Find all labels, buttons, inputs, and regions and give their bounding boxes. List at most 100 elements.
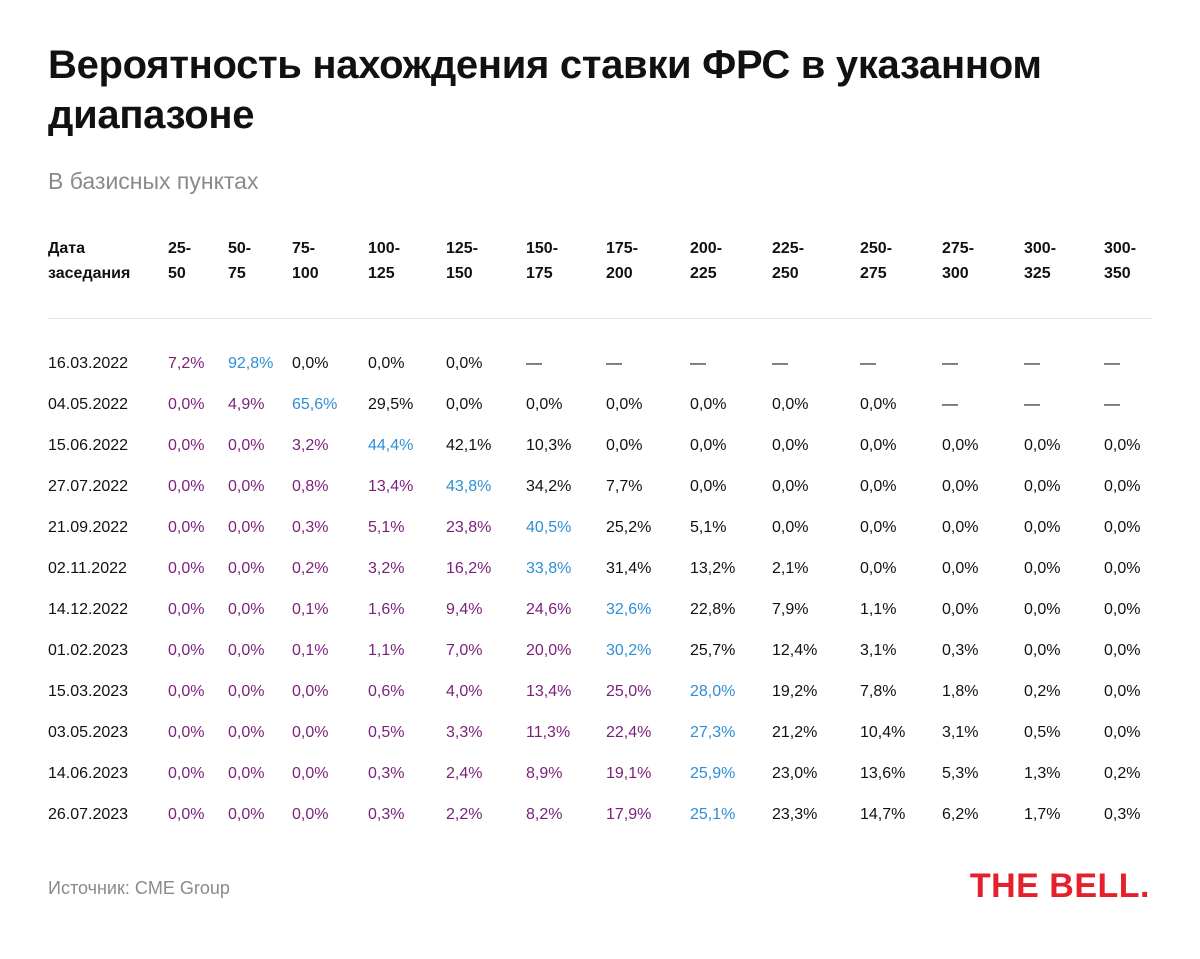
probability-cell: 0,0% (292, 765, 329, 782)
probability-cell: 92,8% (228, 355, 274, 372)
meeting-date-cell: 04.05.2022 (48, 396, 129, 413)
table-row: 14.06.2023 0,0% 0,0% 0,0% 0,3% 2,4% 8,9% 19,1% 2… (48, 753, 1152, 794)
probability-cell: 0,0% (860, 519, 897, 536)
probability-cell: 0,0% (168, 396, 205, 413)
probability-cell: 24,6% (526, 601, 572, 618)
meeting-date-cell: 27.07.2022 (48, 478, 129, 495)
probability-cell: 25,0% (606, 683, 652, 700)
probability-cell: 0,0% (772, 519, 809, 536)
probability-cell: 0,0% (168, 519, 205, 536)
probability-cell: 22,8% (690, 601, 736, 618)
probability-cell: 23,8% (446, 519, 492, 536)
probability-cell: 0,0% (1104, 519, 1141, 536)
probability-cell: — (606, 355, 622, 372)
probability-cell: 0,0% (1104, 560, 1141, 577)
probability-cell: — (942, 355, 958, 372)
probability-cell: 65,6% (292, 396, 338, 413)
meeting-date-cell: 16.03.2022 (48, 355, 129, 372)
probability-cell: 1,3% (1024, 765, 1061, 782)
probability-cell: 2,4% (446, 765, 483, 782)
probability-cell: 28,0% (690, 683, 736, 700)
probability-cell: 0,0% (446, 396, 483, 413)
probability-cell: 42,1% (446, 437, 492, 454)
probability-cell: 25,2% (606, 519, 652, 536)
probability-cell: 0,1% (292, 642, 329, 659)
probability-cell: 23,0% (772, 765, 818, 782)
table-row: 04.05.2022 0,0% 4,9% 65,6% 29,5% 0,0% 0,0% 0,0%… (48, 384, 1152, 425)
probability-cell: 0,0% (168, 560, 205, 577)
source-note: Источник: CME Group (48, 878, 230, 898)
meeting-date-cell: 03.05.2023 (48, 724, 129, 741)
probability-cell: — (772, 355, 788, 372)
probability-cell: 0,0% (168, 478, 205, 495)
probability-cell: 0,0% (1104, 724, 1141, 741)
probability-cell: — (1104, 355, 1120, 372)
probability-cell: 11,3% (526, 724, 571, 741)
probability-cell: 0,0% (228, 601, 265, 618)
meeting-date-cell: 14.06.2023 (48, 765, 129, 782)
probability-cell: 6,2% (942, 806, 979, 823)
table-header-row: Дата заседания 25- 50 50- 75 75- 100 100- 12… (48, 236, 1152, 319)
probability-cell: 0,0% (942, 437, 979, 454)
probability-cell: 0,0% (446, 355, 483, 372)
probability-cell: — (526, 355, 542, 372)
probability-table: Дата заседания 25- 50 50- 75 75- 100 100- 12… (48, 236, 1152, 835)
probability-cell: 7,7% (606, 478, 643, 495)
probability-cell: 5,3% (942, 765, 979, 782)
probability-cell: 0,0% (606, 396, 643, 413)
probability-cell: 16,2% (446, 560, 492, 577)
probability-cell: 31,4% (606, 560, 652, 577)
probability-cell: 0,0% (860, 396, 897, 413)
probability-cell: — (860, 355, 876, 372)
probability-cell: 0,5% (368, 724, 405, 741)
probability-cell: 0,0% (228, 724, 265, 741)
probability-cell: 32,6% (606, 601, 652, 618)
probability-cell: 3,2% (368, 560, 405, 577)
column-header-range: 225- 250 (772, 236, 860, 319)
probability-cell: 0,3% (292, 519, 329, 536)
column-header-range: 275- 300 (942, 236, 1024, 319)
probability-cell: 0,1% (292, 601, 329, 618)
probability-cell: 0,2% (1104, 765, 1141, 782)
probability-cell: 0,3% (1104, 806, 1141, 823)
meeting-date-cell: 21.09.2022 (48, 519, 129, 536)
probability-cell: 0,0% (942, 560, 979, 577)
probability-cell: 0,0% (168, 437, 205, 454)
probability-cell: — (1104, 396, 1120, 413)
probability-cell: 1,7% (1024, 806, 1061, 823)
the-bell-logo: THE BELL. (969, 867, 1150, 905)
probability-cell: 8,2% (526, 806, 563, 823)
probability-cell: 0,3% (942, 642, 979, 659)
meeting-date-cell: 01.02.2023 (48, 642, 129, 659)
table-row: 15.03.2023 0,0% 0,0% 0,0% 0,6% 4,0% 13,4% 25,0%… (48, 671, 1152, 712)
probability-cell: — (1024, 396, 1040, 413)
probability-cell: 17,9% (606, 806, 652, 823)
probability-cell: 9,4% (446, 601, 483, 618)
probability-cell: 0,0% (772, 396, 809, 413)
probability-cell: 0,2% (292, 560, 329, 577)
probability-cell: 2,2% (446, 806, 483, 823)
probability-cell: 7,9% (772, 601, 809, 618)
column-header-range: 200- 225 (690, 236, 772, 319)
table-row: 02.11.2022 0,0% 0,0% 0,2% 3,2% 16,2% 33,8% 31,4… (48, 548, 1152, 589)
probability-cell: — (1024, 355, 1040, 372)
probability-cell: 0,3% (368, 806, 405, 823)
probability-cell: 0,0% (1104, 478, 1141, 495)
probability-cell: 0,0% (860, 560, 897, 577)
probability-cell: 0,0% (1024, 437, 1061, 454)
probability-cell: 4,0% (446, 683, 483, 700)
probability-cell: 0,0% (168, 683, 205, 700)
probability-cell: 0,0% (1024, 601, 1061, 618)
probability-cell: 14,7% (860, 806, 906, 823)
probability-cell: 0,0% (292, 683, 329, 700)
probability-cell: 0,0% (168, 765, 205, 782)
table-row: 27.07.2022 0,0% 0,0% 0,8% 13,4% 43,8% 34,2% 7,7… (48, 466, 1152, 507)
probability-cell: 1,1% (368, 642, 405, 659)
column-header-range: 100- 125 (368, 236, 446, 319)
probability-cell: 0,0% (1104, 683, 1141, 700)
table-row: 03.05.2023 0,0% 0,0% 0,0% 0,5% 3,3% 11,3% 22,4%… (48, 712, 1152, 753)
probability-cell: 3,1% (942, 724, 979, 741)
probability-cell: 25,7% (690, 642, 736, 659)
probability-cell: 43,8% (446, 478, 492, 495)
table-body: 16.03.2022 7,2% 92,8% 0,0% 0,0% 0,0% — — — — — — — —0… (48, 319, 1152, 836)
